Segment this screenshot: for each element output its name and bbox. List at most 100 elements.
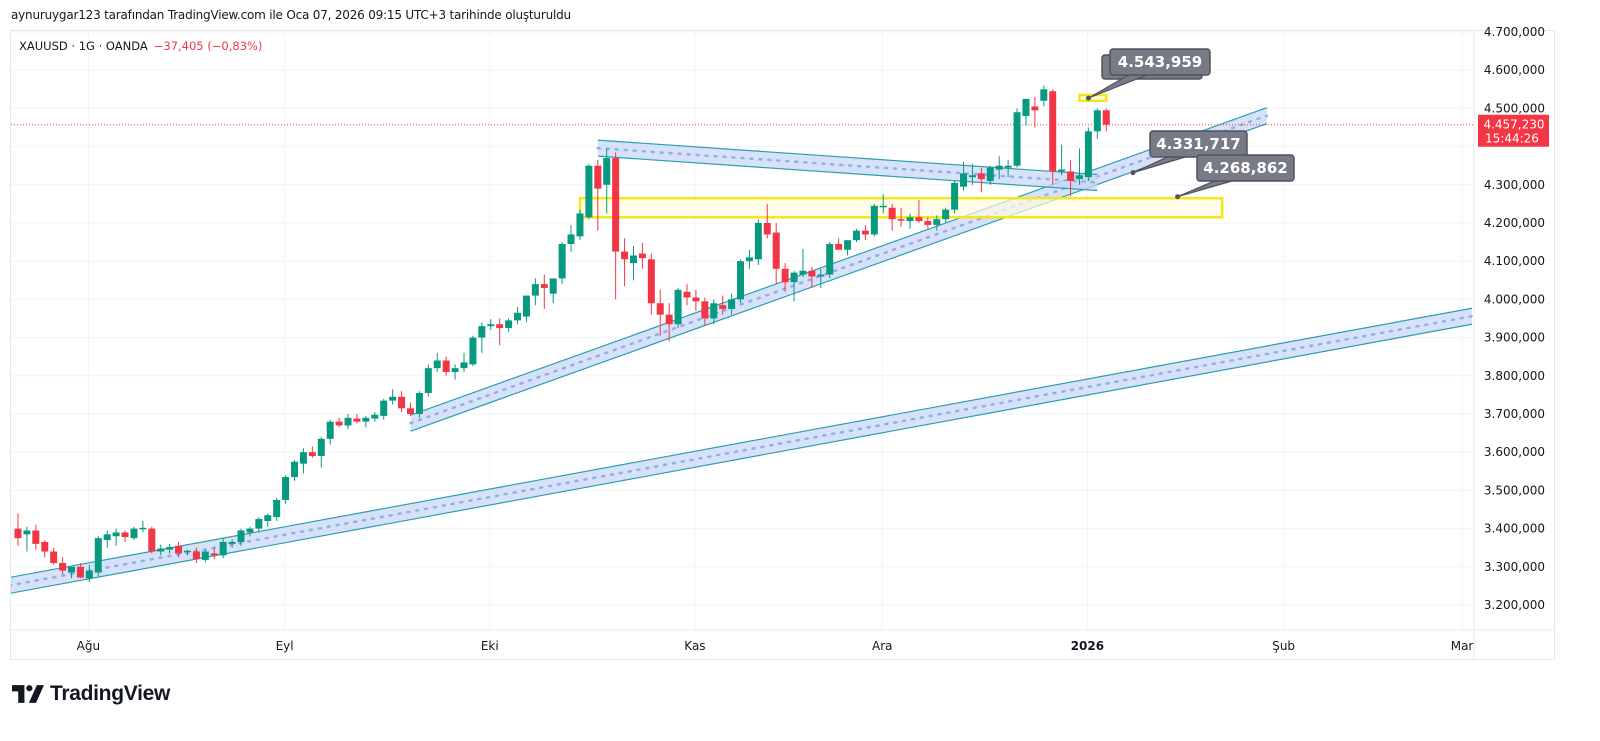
candle-down — [763, 223, 771, 235]
time-tick-label: Ağu — [77, 639, 100, 653]
candle-up — [183, 550, 191, 553]
price-tick-label: 4.000,000 — [1484, 292, 1545, 306]
tradingview-logo[interactable]: TradingView — [12, 682, 170, 706]
candle-down — [781, 268, 789, 283]
candle-up — [986, 167, 994, 181]
candle-up — [844, 240, 852, 250]
descending-channel-fill — [597, 140, 1098, 191]
candle-up — [1004, 165, 1012, 168]
candle-up — [1013, 112, 1021, 166]
candle-up — [362, 417, 370, 422]
candle-up — [487, 324, 495, 327]
candle-up — [389, 396, 397, 401]
candle-up — [344, 417, 352, 426]
candle-up — [817, 274, 825, 277]
candle-up — [603, 158, 611, 185]
long-term-channel-lower-edge[interactable] — [9, 323, 1473, 594]
candle-up — [737, 261, 745, 300]
candle-down — [647, 259, 655, 304]
long-term-channel-upper-edge[interactable] — [9, 307, 1473, 578]
mid-term-channel-midline — [409, 114, 1269, 425]
candle-up — [94, 538, 102, 573]
candle-down — [915, 217, 923, 222]
time-tick-label: 2026 — [1071, 639, 1104, 653]
candle-up — [674, 289, 682, 325]
candle-down — [977, 173, 985, 180]
candle-up — [1022, 98, 1030, 117]
price-tick-label: 3.300,000 — [1484, 560, 1545, 574]
callout-high-box[interactable] — [1109, 48, 1211, 76]
last-price-value: 4.457,230 — [1483, 118, 1544, 132]
callout-high-anchor[interactable] — [1085, 95, 1091, 101]
candle-up — [166, 546, 174, 550]
time-tick-label: Şub — [1272, 639, 1295, 653]
candle-up — [951, 182, 959, 210]
candle-up — [237, 530, 245, 542]
candle-up — [629, 255, 637, 264]
candle-up — [790, 272, 798, 283]
candle-up — [380, 400, 388, 416]
candle-down — [594, 165, 602, 189]
callout-channel-anchor[interactable] — [1130, 170, 1136, 176]
price-tick-label: 3.600,000 — [1484, 445, 1545, 459]
price-tick-label: 4.200,000 — [1484, 216, 1545, 230]
callout-zone-box[interactable] — [1196, 154, 1295, 182]
callout-channel-label: 4.331,717 — [1156, 135, 1240, 153]
candle-down — [442, 360, 450, 372]
candle-up — [522, 295, 530, 317]
price-tick-label: 3.900,000 — [1484, 331, 1545, 345]
candle-down — [121, 532, 129, 538]
last-price-label-bg — [1478, 114, 1549, 147]
price-tick-label: 3.200,000 — [1484, 598, 1545, 612]
candle-down — [897, 219, 905, 221]
candle-up — [870, 205, 878, 235]
candle-up — [246, 528, 254, 533]
candle-up — [933, 219, 941, 225]
candle-down — [496, 324, 504, 329]
descending-channel-upper-edge[interactable] — [597, 139, 1098, 176]
candle-down — [656, 303, 664, 315]
candle-down — [148, 528, 156, 552]
candle-down — [14, 528, 22, 539]
candle-up — [505, 320, 513, 329]
price-tick-label: 4.700,000 — [1484, 25, 1545, 39]
descending-channel-lower-edge[interactable] — [597, 155, 1098, 192]
candle-down — [1102, 110, 1110, 125]
candle-up — [23, 530, 31, 535]
candle-up — [424, 368, 432, 393]
callout-zone-anchor[interactable] — [1175, 194, 1181, 200]
candle-up — [299, 452, 307, 464]
chart-frame — [10, 30, 1555, 660]
mid-term-channel-fill — [410, 107, 1267, 432]
candle-down — [683, 291, 691, 298]
candle-up — [549, 278, 557, 294]
candle-down — [701, 301, 709, 319]
callouts-layer: 4.543,959 4.331,717 4.268,862 — [1085, 48, 1295, 200]
candle-up — [326, 421, 334, 439]
candle-down — [540, 284, 548, 288]
candle-down — [308, 452, 316, 457]
candle-down — [335, 421, 343, 426]
candle-up — [68, 566, 76, 573]
price-tick-label: 3.700,000 — [1484, 407, 1545, 421]
candle-down — [888, 207, 896, 220]
candle-down — [692, 297, 700, 302]
candle-down — [210, 553, 218, 556]
mid-term-channel-lower-edge[interactable] — [410, 123, 1268, 432]
candle-up — [228, 541, 236, 544]
candle-up — [799, 270, 807, 275]
candle-up — [130, 528, 138, 539]
candle-up — [201, 551, 209, 560]
candle-up — [826, 244, 834, 275]
candle-up — [585, 165, 593, 218]
candle-up — [451, 368, 459, 372]
candle-down — [719, 305, 727, 309]
price-change: −37,405 (−0,83%) — [153, 39, 263, 53]
chart-caption: aynuruygar123 tarafından TradingView.com… — [11, 8, 571, 22]
symbol-info[interactable]: XAUUSD · 1G · OANDA — [19, 39, 148, 53]
mid-term-channel-upper-edge[interactable] — [410, 107, 1268, 416]
candles-layer — [14, 85, 1110, 583]
price-tick-label: 4.300,000 — [1484, 178, 1545, 192]
candle-up — [710, 303, 718, 319]
